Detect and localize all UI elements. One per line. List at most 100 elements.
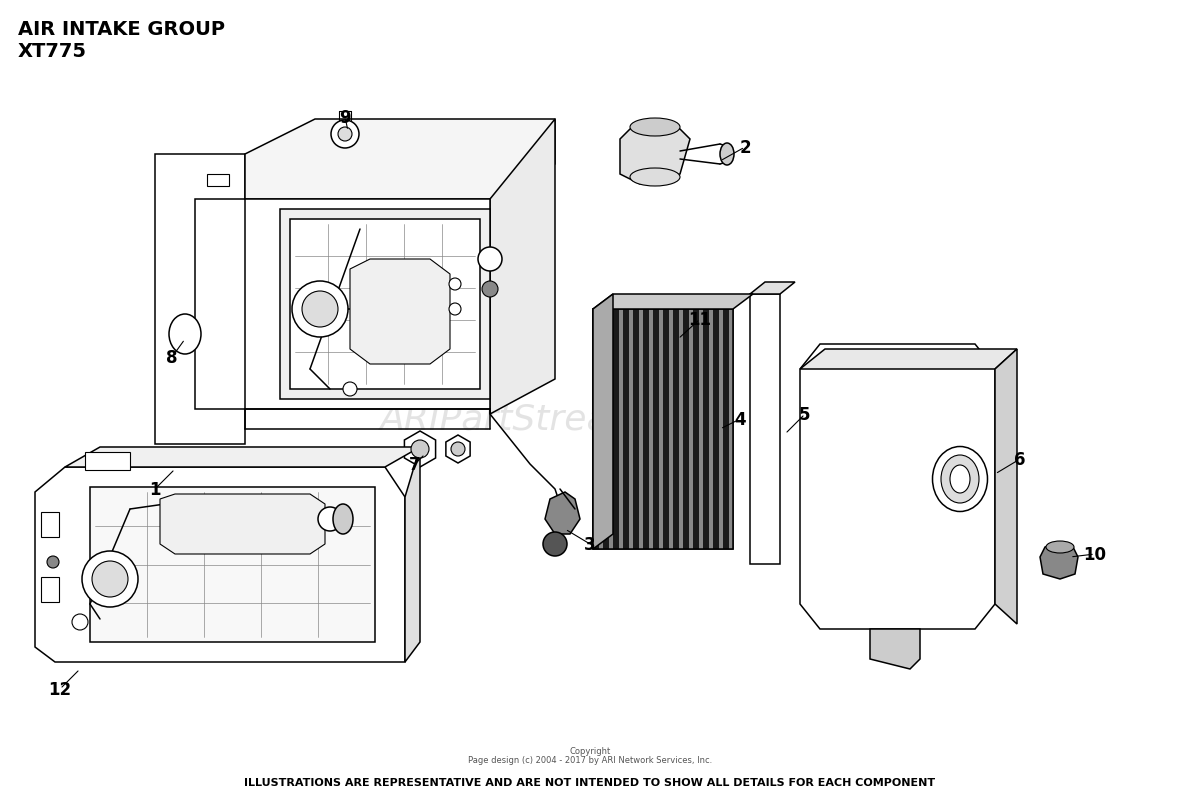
Bar: [719, 310, 723, 549]
Bar: [699, 310, 703, 549]
Bar: [599, 310, 603, 549]
Bar: [639, 310, 642, 549]
Text: 5: 5: [800, 406, 810, 423]
Bar: [642, 310, 650, 549]
Circle shape: [92, 561, 128, 597]
Bar: [653, 310, 659, 549]
Bar: [723, 310, 729, 549]
Polygon shape: [35, 468, 405, 662]
Bar: [291, 220, 479, 390]
Bar: [41, 577, 59, 602]
Bar: [593, 310, 733, 549]
Polygon shape: [1040, 542, 1078, 579]
Circle shape: [478, 248, 502, 272]
Bar: [673, 310, 679, 549]
Circle shape: [338, 128, 352, 142]
Circle shape: [318, 508, 342, 532]
Text: 10: 10: [1083, 545, 1107, 563]
Polygon shape: [155, 155, 244, 444]
Ellipse shape: [941, 456, 979, 504]
Polygon shape: [544, 492, 580, 534]
Bar: [624, 310, 629, 549]
Polygon shape: [750, 294, 779, 565]
Bar: [619, 310, 624, 549]
Circle shape: [449, 278, 461, 290]
Circle shape: [342, 383, 357, 396]
Text: 1: 1: [149, 480, 161, 498]
Polygon shape: [800, 350, 1017, 370]
Bar: [609, 310, 613, 549]
Ellipse shape: [950, 465, 970, 493]
Polygon shape: [593, 294, 613, 549]
Ellipse shape: [333, 504, 353, 534]
Text: Copyright: Copyright: [569, 746, 611, 755]
Bar: [683, 310, 689, 549]
Text: 3: 3: [585, 535, 595, 553]
Circle shape: [543, 533, 567, 557]
Polygon shape: [620, 125, 690, 184]
Bar: [650, 310, 653, 549]
Bar: [693, 310, 699, 549]
Bar: [663, 310, 668, 549]
Text: 4: 4: [735, 411, 746, 428]
Bar: [633, 310, 639, 549]
Ellipse shape: [169, 314, 201, 354]
Polygon shape: [159, 494, 325, 554]
Text: Page design (c) 2004 - 2017 by ARI Network Services, Inc.: Page design (c) 2004 - 2017 by ARI Netwo…: [468, 755, 712, 764]
Circle shape: [47, 557, 59, 569]
Polygon shape: [404, 431, 436, 468]
Polygon shape: [244, 200, 490, 415]
Bar: [703, 310, 709, 549]
Circle shape: [331, 121, 359, 149]
Text: 9: 9: [339, 109, 351, 127]
Text: 12: 12: [48, 680, 72, 698]
Polygon shape: [280, 210, 490, 399]
Bar: [668, 310, 673, 549]
Text: 8: 8: [167, 349, 178, 367]
Polygon shape: [658, 322, 678, 346]
Polygon shape: [800, 345, 996, 630]
Circle shape: [292, 282, 348, 338]
Circle shape: [302, 292, 338, 327]
Bar: [713, 310, 719, 549]
Ellipse shape: [629, 168, 680, 187]
Bar: [90, 488, 376, 642]
Polygon shape: [870, 630, 920, 669]
Circle shape: [482, 282, 498, 298]
Text: 7: 7: [409, 456, 420, 473]
Bar: [603, 310, 609, 549]
Bar: [629, 310, 633, 549]
Bar: [679, 310, 683, 549]
Polygon shape: [996, 350, 1017, 624]
Text: ILLUSTRATIONS ARE REPRESENTATIVE AND ARE NOT INTENDED TO SHOW ALL DETAILS FOR EA: ILLUSTRATIONS ARE REPRESENTATIVE AND ARE…: [244, 777, 935, 787]
Bar: [207, 175, 229, 187]
Text: 11: 11: [689, 310, 711, 329]
Bar: [613, 310, 619, 549]
Text: AIR INTAKE GROUP: AIR INTAKE GROUP: [18, 20, 226, 39]
Circle shape: [411, 440, 429, 459]
Bar: [729, 310, 733, 549]
Polygon shape: [244, 119, 555, 200]
Polygon shape: [446, 435, 470, 464]
Circle shape: [449, 304, 461, 316]
Ellipse shape: [1046, 541, 1074, 553]
Circle shape: [72, 614, 89, 630]
Ellipse shape: [720, 144, 735, 166]
Text: 6: 6: [1014, 451, 1026, 468]
Bar: [593, 310, 733, 549]
Bar: [593, 310, 599, 549]
Ellipse shape: [933, 447, 987, 512]
Bar: [659, 310, 663, 549]
Text: 2: 2: [739, 139, 751, 157]
Bar: [85, 452, 130, 471]
Polygon shape: [490, 119, 555, 415]
Bar: [680, 330, 707, 341]
Polygon shape: [750, 282, 795, 294]
Circle shape: [81, 551, 138, 607]
Text: ARIPartStream™: ARIPartStream™: [379, 403, 680, 436]
Polygon shape: [65, 448, 420, 468]
Ellipse shape: [629, 119, 680, 137]
Text: XT775: XT775: [18, 42, 87, 61]
Polygon shape: [593, 294, 753, 310]
Polygon shape: [405, 448, 420, 662]
